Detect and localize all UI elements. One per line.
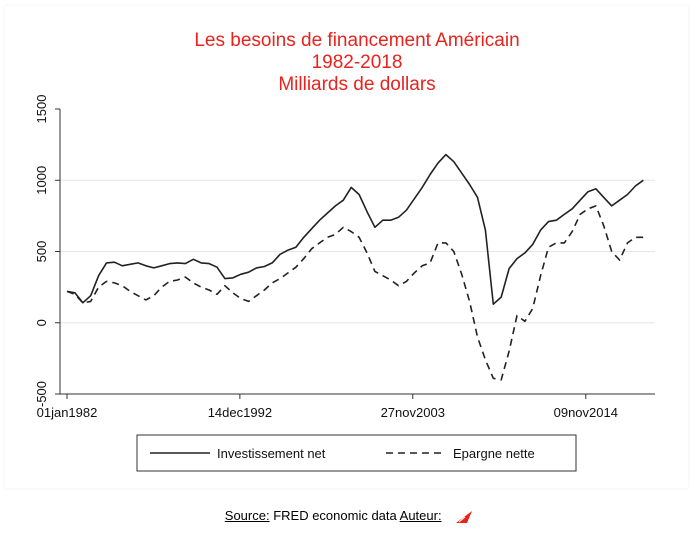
x-tick-label: 14dec1992 bbox=[208, 405, 272, 420]
chart-title-line-3: Milliards de dollars bbox=[278, 74, 435, 95]
legend-label-epargne: Epargne nette bbox=[453, 446, 535, 461]
author-label: Auteur: bbox=[399, 508, 442, 523]
series-line-investissement-net bbox=[66, 153, 644, 305]
x-tick-label: 27nov2003 bbox=[381, 405, 445, 420]
source-label: Source: bbox=[224, 508, 270, 523]
footer: Source: FRED economic data Auteur: bbox=[0, 508, 700, 525]
y-tick-label: 1000 bbox=[34, 166, 49, 195]
y-tick-label: 500 bbox=[34, 241, 49, 263]
series-line-epargne-nette bbox=[66, 205, 644, 381]
y-tick-label: 0 bbox=[34, 319, 49, 326]
chart-panel: Les besoins de financement Américain 198… bbox=[5, 6, 688, 488]
y-tick-label: -500 bbox=[34, 381, 49, 407]
y-tick-label: 1500 bbox=[34, 95, 49, 124]
series-layer bbox=[66, 153, 644, 381]
x-tick-label: 09nov2014 bbox=[554, 405, 618, 420]
legend-box bbox=[136, 434, 577, 472]
source-text: FRED economic data bbox=[269, 508, 400, 523]
chart-title-line-2: 1982-2018 bbox=[312, 52, 403, 73]
legend-label-investissement: Investissement net bbox=[217, 446, 326, 461]
y-ticks: -500 0 500 1000 1500 bbox=[34, 95, 60, 407]
chart-title-line-1: Les besoins de financement Américain bbox=[194, 30, 519, 51]
x-tick-label: 01jan1982 bbox=[37, 405, 98, 420]
x-ticks: 01jan1982 14dec1992 27nov2003 09nov2014 bbox=[37, 394, 618, 420]
grid-lines bbox=[60, 179, 655, 324]
author-logo-icon bbox=[456, 510, 473, 523]
chart-svg: Les besoins de financement Américain 198… bbox=[34, 30, 655, 472]
